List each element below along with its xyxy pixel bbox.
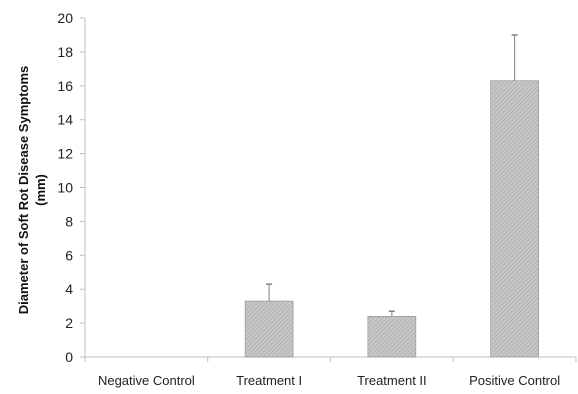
y-axis-label: Diameter of Soft Rot Disease Symptoms (m… xyxy=(16,66,48,315)
y-axis-label-line-1: Diameter of Soft Rot Disease Symptoms xyxy=(16,66,31,315)
y-tick-label: 0 xyxy=(65,349,73,365)
y-tick-labels: 0 2 4 6 8 10 12 14 16 18 20 xyxy=(57,10,73,365)
x-category-label: Treatment II xyxy=(357,373,427,388)
y-tick-label: 8 xyxy=(65,213,73,229)
y-axis-label-line-2: (mm) xyxy=(33,174,48,206)
bar xyxy=(490,80,539,358)
y-tick-label: 20 xyxy=(57,10,73,26)
error-bar xyxy=(388,310,395,317)
x-category-labels: Negative Control Treatment I Treatment II P… xyxy=(98,373,560,388)
x-category-label: Positive Control xyxy=(469,373,560,388)
y-tick-label: 14 xyxy=(57,112,73,128)
error-bar xyxy=(511,34,518,81)
bars xyxy=(244,80,539,358)
bar xyxy=(367,316,417,358)
y-tick-label: 12 xyxy=(57,146,73,162)
y-tick-label: 4 xyxy=(65,281,73,297)
error-bar xyxy=(266,283,273,302)
y-tick-label: 16 xyxy=(57,78,73,94)
y-tick-label: 10 xyxy=(57,180,73,196)
y-tick-label: 18 xyxy=(57,44,73,60)
x-category-label: Negative Control xyxy=(98,373,195,388)
y-tick-label: 6 xyxy=(65,247,73,263)
x-category-label: Treatment I xyxy=(236,373,302,388)
y-tick-label: 2 xyxy=(65,315,73,331)
error-bars xyxy=(266,34,518,317)
bar xyxy=(244,300,294,358)
